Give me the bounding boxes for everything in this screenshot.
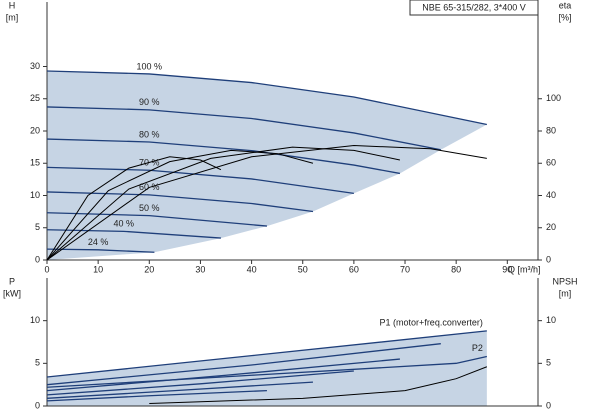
curve: [46, 330, 487, 378]
y-tick-label: 5: [35, 358, 40, 368]
curve-label: 40 %: [113, 219, 134, 229]
curve: [46, 149, 314, 261]
y-tick-label: 0: [35, 254, 40, 264]
y2-tick-label: 60: [546, 158, 556, 168]
x-tick-label: 60: [349, 264, 359, 274]
curve-label: 100 %: [137, 61, 163, 71]
y-label: H: [9, 0, 16, 10]
y-tick-label: 25: [30, 93, 40, 103]
curve: [46, 389, 267, 402]
curve-label: P1 (motor+freq.converter): [380, 317, 483, 327]
curve-label: P2: [472, 343, 483, 353]
y-unit: [kW]: [3, 288, 21, 298]
curve: [46, 343, 441, 386]
y-tick-label: 20: [30, 125, 40, 135]
curve: [46, 191, 314, 213]
y2-tick-label: 0: [546, 254, 551, 264]
y2-label: eta: [559, 0, 572, 10]
x-tick-label: 50: [298, 264, 308, 274]
x-tick-label: 20: [144, 264, 154, 274]
curve: [149, 366, 488, 404]
curve: [46, 70, 487, 126]
x-tick-label: 10: [93, 264, 103, 274]
y2-unit: [m]: [559, 288, 572, 298]
x-tick-label: 80: [451, 264, 461, 274]
x-tick-label: 40: [247, 264, 257, 274]
y-tick-label: 0: [35, 400, 40, 410]
y2-label: NPSH: [552, 276, 577, 286]
y-tick-label: 5: [35, 222, 40, 232]
x-tick-label: 30: [195, 264, 205, 274]
y2-tick-label: 100: [546, 93, 561, 103]
y2-tick-label: 10: [546, 315, 556, 325]
y2-tick-label: 40: [546, 190, 556, 200]
x-tick-label: 90: [502, 264, 512, 274]
curve: [46, 156, 222, 261]
curve: [46, 145, 487, 261]
curve: [46, 248, 155, 253]
y2-tick-label: 0: [546, 400, 551, 410]
curve: [46, 370, 354, 396]
y2-tick-label: 5: [546, 358, 551, 368]
curve: [46, 212, 267, 227]
curve: [46, 146, 401, 261]
operating-range: [47, 71, 487, 260]
curve: [46, 355, 487, 388]
y-unit: [m]: [6, 12, 19, 22]
y2-tick-label: 80: [546, 125, 556, 135]
y-tick-label: 15: [30, 158, 40, 168]
curve: [46, 381, 313, 399]
curve: [46, 229, 221, 239]
curve-label: 50 %: [139, 203, 160, 213]
curve: [46, 138, 401, 175]
y-tick-label: 30: [30, 61, 40, 71]
curve-label: 90 %: [139, 97, 160, 107]
title-box: [409, 0, 539, 16]
x-tick-label: 0: [44, 264, 49, 274]
curve-label: 24 %: [88, 237, 109, 247]
y-tick-label: 10: [30, 190, 40, 200]
x-label: Q [m³/h]: [508, 264, 541, 274]
curve: [46, 106, 441, 151]
y-label: P: [9, 276, 15, 286]
y2-tick-label: 20: [546, 222, 556, 232]
curve: [46, 358, 400, 392]
chart-title: NBE 65-315/282, 3*400 V: [422, 2, 526, 12]
y2-unit: [%]: [558, 12, 571, 22]
curve: [46, 166, 354, 195]
curve-label: 80 %: [139, 129, 160, 139]
y-tick-label: 10: [30, 315, 40, 325]
x-tick-label: 70: [400, 264, 410, 274]
